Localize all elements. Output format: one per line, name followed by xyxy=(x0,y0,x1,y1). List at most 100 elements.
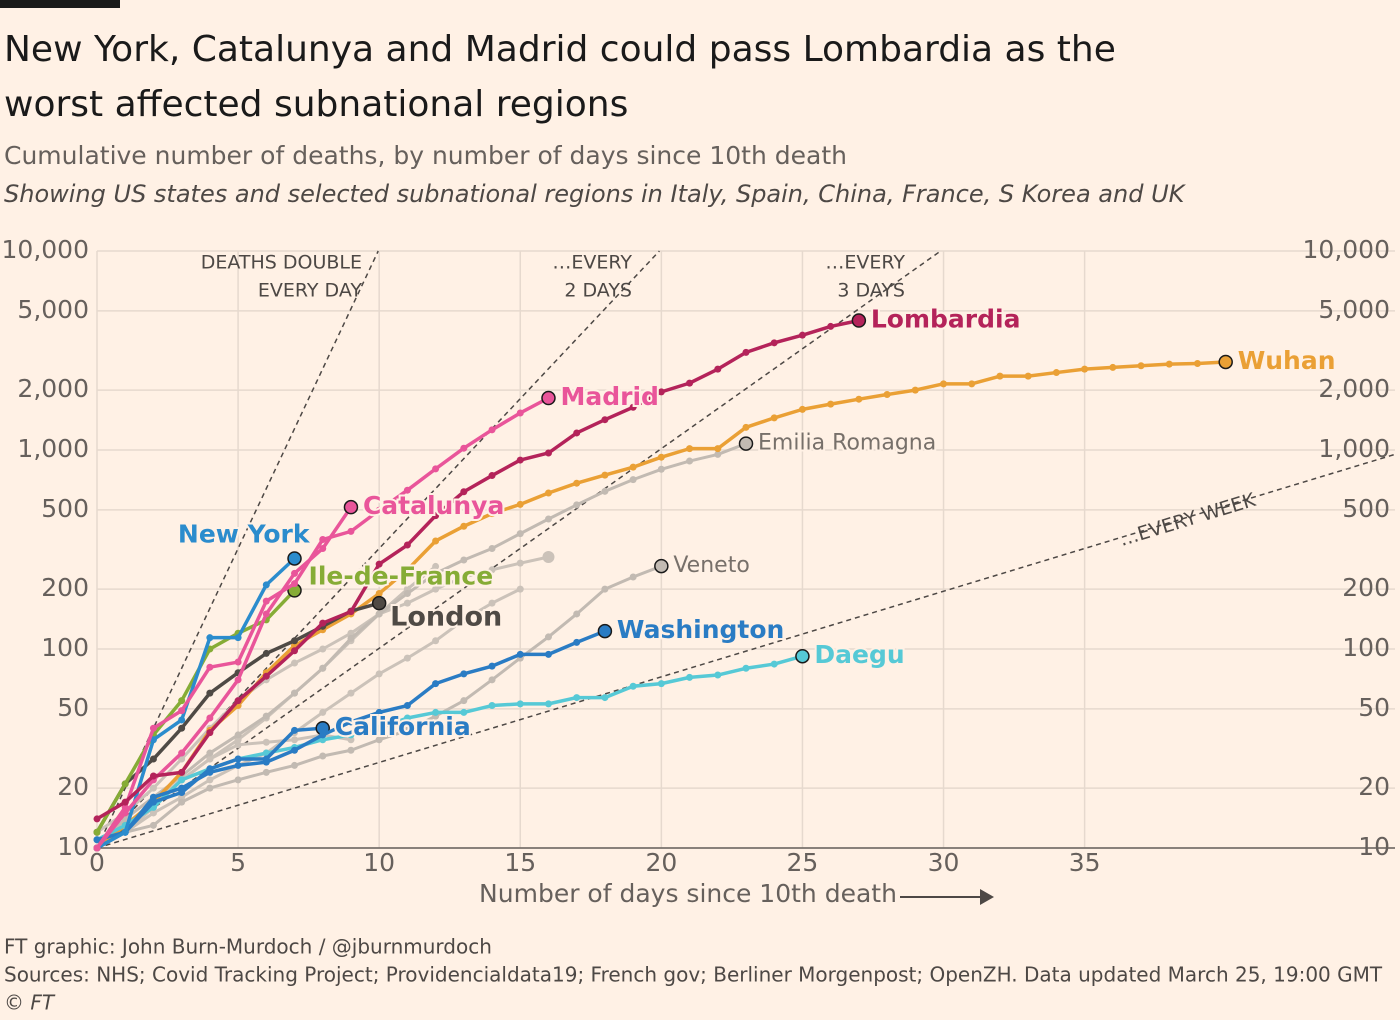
point xyxy=(488,702,496,710)
point xyxy=(262,597,270,605)
point xyxy=(291,761,299,769)
point xyxy=(460,488,468,496)
point xyxy=(601,694,609,702)
point xyxy=(149,809,157,817)
y-tick-label-right: 1,000 xyxy=(1318,434,1390,463)
point xyxy=(149,784,157,792)
point xyxy=(742,348,750,356)
point xyxy=(432,562,440,570)
point xyxy=(206,776,214,784)
point xyxy=(93,828,101,836)
point xyxy=(629,403,637,411)
y-tick-label: 200 xyxy=(41,573,89,602)
point xyxy=(206,634,214,642)
point xyxy=(542,550,555,563)
y-tick-label: 2,000 xyxy=(17,374,89,403)
point xyxy=(319,664,327,672)
point xyxy=(403,486,411,494)
x-tick-label: 25 xyxy=(787,848,819,877)
doubling-label: DEATHS DOUBLE xyxy=(201,252,362,274)
point xyxy=(516,585,524,593)
point xyxy=(714,445,722,453)
point xyxy=(319,736,327,744)
x-tick-label: 0 xyxy=(89,848,105,877)
series-label: Catalunya xyxy=(363,491,504,520)
point xyxy=(714,671,722,679)
point xyxy=(657,465,665,473)
point xyxy=(375,610,383,618)
point xyxy=(460,670,468,678)
end-marker xyxy=(343,499,359,515)
series-label: Ile-de-France xyxy=(309,561,494,590)
point xyxy=(629,476,637,484)
point xyxy=(319,619,327,627)
point xyxy=(488,472,496,480)
point xyxy=(178,784,186,792)
point xyxy=(827,400,835,408)
point xyxy=(460,616,468,624)
point xyxy=(770,660,778,668)
point xyxy=(432,680,440,688)
point xyxy=(149,772,157,780)
doubling-label: …EVERY WEEK xyxy=(1117,489,1259,551)
y-tick-label: 10,000 xyxy=(2,235,89,264)
point xyxy=(291,569,299,577)
point xyxy=(291,726,299,734)
series-label: Washington xyxy=(617,615,784,644)
end-marker xyxy=(287,551,302,566)
point xyxy=(827,322,835,330)
copyright: © FT xyxy=(4,991,56,1015)
sources: Sources: NHS; Covid Tracking Project; Pr… xyxy=(4,963,1383,987)
point xyxy=(544,515,552,523)
point xyxy=(516,500,524,508)
point xyxy=(291,736,299,744)
subtitle: Cumulative number of deaths, by number o… xyxy=(4,141,847,170)
point xyxy=(178,724,186,732)
point xyxy=(149,793,157,801)
point xyxy=(516,409,524,417)
point xyxy=(432,569,440,577)
point xyxy=(234,676,242,684)
point xyxy=(262,768,270,776)
point xyxy=(573,610,581,618)
point xyxy=(657,680,665,688)
point xyxy=(121,798,129,806)
point xyxy=(798,405,806,413)
point xyxy=(798,331,806,339)
series-label: California xyxy=(335,712,471,741)
point xyxy=(629,573,637,581)
point xyxy=(347,736,355,744)
point xyxy=(686,379,694,387)
point xyxy=(347,731,355,739)
point xyxy=(178,707,186,715)
point xyxy=(291,746,299,754)
point xyxy=(206,689,214,697)
end-marker xyxy=(541,390,556,406)
point xyxy=(968,380,976,388)
point xyxy=(432,465,440,473)
series-label: Wuhan xyxy=(1238,346,1336,375)
point xyxy=(234,658,242,666)
point xyxy=(291,580,299,588)
point xyxy=(206,768,214,776)
point xyxy=(262,581,270,589)
point xyxy=(291,659,299,667)
end-marker xyxy=(851,313,867,328)
y-tick-label: 5,000 xyxy=(17,295,89,324)
point xyxy=(375,506,383,514)
series-line xyxy=(96,654,803,842)
point xyxy=(940,380,948,388)
point xyxy=(855,395,863,403)
point xyxy=(121,828,129,836)
point xyxy=(460,573,468,581)
point xyxy=(93,844,101,852)
point xyxy=(178,798,186,806)
point xyxy=(403,714,411,722)
point xyxy=(742,423,750,431)
point xyxy=(178,716,186,724)
point xyxy=(403,590,411,598)
point xyxy=(573,429,581,437)
point xyxy=(262,758,270,766)
point xyxy=(714,365,722,373)
